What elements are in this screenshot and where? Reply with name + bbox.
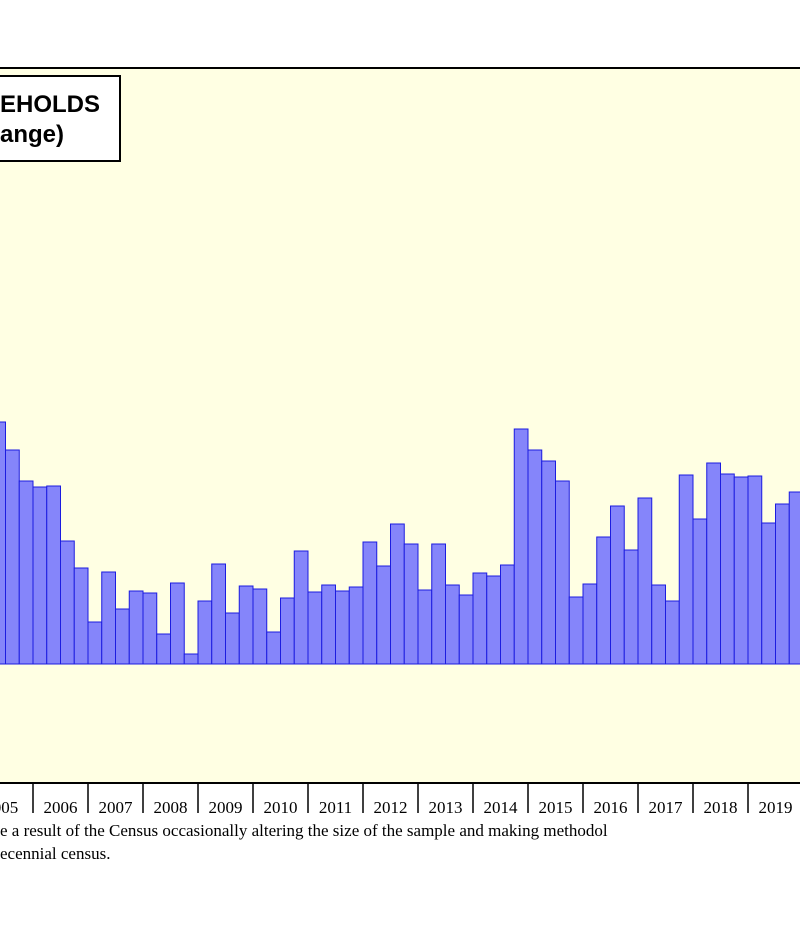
bar [211,563,226,665]
bar [266,631,281,665]
x-tick-label: 2018 [704,798,738,817]
bar [706,462,721,665]
bar [156,633,171,665]
bar [513,428,529,665]
bar [472,572,488,665]
bar [651,584,666,665]
bar [101,571,116,665]
x-tick-label: 2013 [429,798,463,817]
bar [568,596,584,665]
x-tick-label: 2017 [649,798,684,817]
bar [445,584,460,665]
bar [362,541,378,665]
x-tick-label: 2006 [44,798,78,817]
x-tick-label: 2010 [264,798,298,817]
bar [0,421,6,665]
bar [87,621,103,665]
x-tick-label: 2014 [484,798,519,817]
bar [252,588,268,665]
bar [417,589,433,665]
x-tick-label: 2008 [154,798,188,817]
plot-area [0,67,800,784]
bar [761,522,776,665]
bar [637,497,653,665]
bar [321,584,336,665]
x-tick-label: 2012 [374,798,408,817]
x-tick-label: 2007 [99,798,134,817]
x-tick-label: 2016 [594,798,628,817]
bar [46,485,61,665]
bar [293,550,309,665]
x-tick-label: 2009 [209,798,243,817]
chart-title: EHOLDS [0,91,100,118]
bar [527,449,543,665]
bar [170,582,185,665]
bar [32,486,48,665]
x-tick-label: 005 [0,798,18,817]
bar [678,474,694,665]
bar [733,476,749,665]
bar [5,449,20,665]
bar [335,590,350,665]
bar [582,583,598,665]
x-tick-label: 2015 [539,798,573,817]
bar [458,594,474,665]
bar [596,536,611,665]
bar [376,565,391,665]
bar [720,473,735,665]
bar [238,585,254,665]
bar [431,543,446,665]
bar [225,612,240,665]
bar [610,505,625,665]
bar [73,567,89,665]
bar [788,491,800,665]
bar [486,575,501,665]
footnote: e a result of the Census occasionally al… [0,821,608,840]
bar [183,653,199,665]
title-box [0,75,121,162]
bar [541,460,556,665]
bar [775,503,790,665]
x-tick-label: 2019 [759,798,793,817]
bar [390,523,405,665]
bar [142,592,158,665]
bar [500,564,515,665]
bar [307,591,323,665]
bar [60,540,75,665]
bar [280,597,295,665]
footnote: ecennial census. [0,844,110,863]
chart-title: ange) [0,121,64,148]
bar [115,608,130,665]
bar [348,586,364,665]
bar [692,518,708,665]
bar [197,600,213,665]
bar [403,543,419,665]
bar [747,475,763,665]
bar [665,600,680,665]
bar [623,549,639,665]
bar [128,590,144,665]
x-tick-label: 2011 [319,798,352,817]
bar [18,480,34,665]
bar [555,480,570,665]
